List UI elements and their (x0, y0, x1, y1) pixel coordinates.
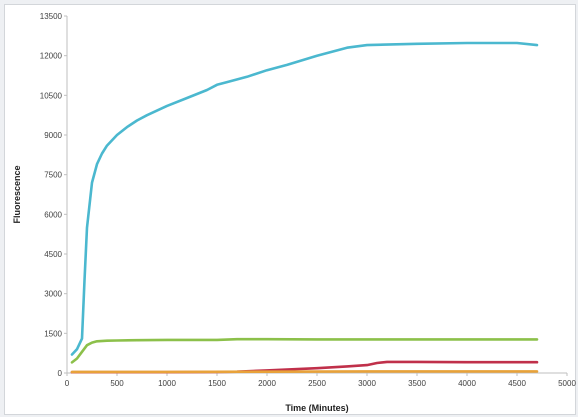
y-tick-label: 10500 (40, 91, 63, 100)
series-line-2 (70, 337, 539, 364)
y-axis-title: Fluorescence (12, 165, 22, 223)
x-tick-label: 0 (65, 379, 70, 388)
x-tick-label: 4500 (508, 379, 526, 388)
x-tick-label: 3500 (408, 379, 426, 388)
y-tick-label: 12000 (40, 52, 63, 61)
y-tick-label: 1500 (44, 329, 62, 338)
series-line-4 (70, 370, 539, 374)
x-tick-label: 1000 (158, 379, 176, 388)
y-tick-label: 13500 (40, 12, 63, 21)
x-axis-title: Time (Minutes) (285, 403, 348, 413)
y-tick-label: 0 (58, 369, 63, 378)
x-tick-label: 5000 (558, 379, 576, 388)
series-group (70, 41, 539, 374)
y-tick-label: 6000 (44, 210, 62, 219)
x-tick-label: 1500 (208, 379, 226, 388)
x-tick-label: 4000 (458, 379, 476, 388)
x-tick-label: 3000 (358, 379, 376, 388)
y-tick-label: 3000 (44, 290, 62, 299)
y-tick-label: 9000 (44, 131, 62, 140)
y-tick-label: 7500 (44, 171, 62, 180)
series-line-1 (70, 41, 539, 356)
x-tick-label: 2000 (258, 379, 276, 388)
x-tick-label: 500 (110, 379, 124, 388)
x-tick-label: 2500 (308, 379, 326, 388)
chart-frame (4, 4, 576, 415)
y-tick-label: 4500 (44, 250, 62, 259)
x-axis-ticks: 0 500 1000 1500 2000 2500 3000 3500 4000 4500 5000 (65, 373, 576, 388)
y-axis-ticks: 0 1500 3000 4500 6000 7500 9000 10500 12000 13500 (40, 12, 67, 378)
